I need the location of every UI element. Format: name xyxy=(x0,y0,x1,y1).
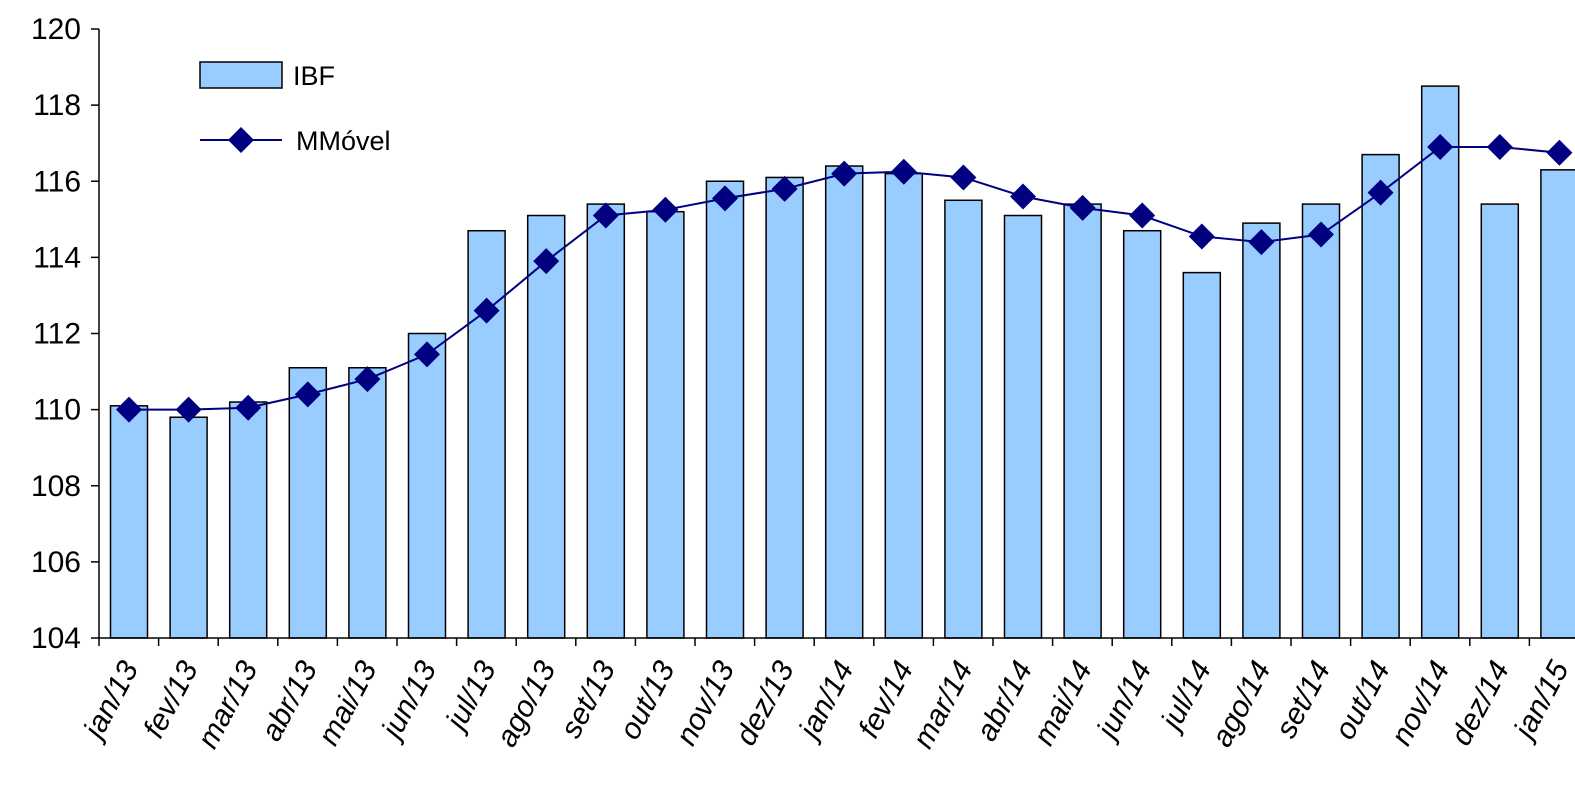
line-point xyxy=(950,164,977,191)
bar xyxy=(526,214,566,639)
y-tick-label: 116 xyxy=(33,165,81,198)
x-tick-label: set/13 xyxy=(554,656,622,744)
line-point xyxy=(235,394,262,421)
x-tick-label: mai/13 xyxy=(312,656,384,751)
y-tick-label: 110 xyxy=(33,394,81,427)
bar-series xyxy=(109,85,1575,639)
line-point xyxy=(175,396,202,423)
x-tick-label: jul/14 xyxy=(1153,656,1218,738)
x-tick-label: mai/14 xyxy=(1027,656,1098,751)
bar xyxy=(1063,203,1102,639)
x-tick-label: set/14 xyxy=(1270,656,1338,744)
y-tick-label: 108 xyxy=(31,470,81,503)
line-point xyxy=(1010,183,1036,210)
y-tick-label: 106 xyxy=(31,546,81,579)
bar xyxy=(1420,85,1460,639)
bar xyxy=(1003,214,1043,639)
legend-label-mmovel: MMóvel xyxy=(296,126,391,156)
bar xyxy=(467,229,506,639)
bar xyxy=(586,203,626,639)
line-point xyxy=(533,248,560,275)
line-point xyxy=(1248,229,1275,256)
x-tick-label: dez/14 xyxy=(1445,656,1516,751)
bar xyxy=(1301,203,1341,639)
legend: IBF MMóvel xyxy=(199,61,391,156)
x-tick-label: jul/13 xyxy=(438,656,503,739)
bar xyxy=(1540,169,1575,639)
x-tick-label: ago/13 xyxy=(490,656,562,753)
bar xyxy=(944,199,983,639)
bar xyxy=(705,180,745,639)
bar xyxy=(228,401,268,639)
line-point xyxy=(294,381,321,408)
y-tick-label: 114 xyxy=(33,241,81,274)
legend-label-ibf: IBF xyxy=(293,61,335,91)
bar xyxy=(1122,229,1162,639)
y-tick-label: 118 xyxy=(33,89,81,122)
y-axis-ticks: 104 106 108 110 112 114 116 118 120 xyxy=(31,13,99,655)
line-point xyxy=(1069,194,1096,221)
x-tick-label: jan/15 xyxy=(1506,656,1575,747)
line-point xyxy=(831,160,858,187)
bar xyxy=(1361,153,1400,639)
line-point xyxy=(890,158,917,185)
line-point xyxy=(116,396,142,423)
line-point xyxy=(1367,179,1394,206)
line-point xyxy=(1188,223,1215,250)
bar xyxy=(646,210,685,639)
y-tick-label: 120 xyxy=(31,13,81,46)
bar xyxy=(348,367,387,639)
legend-marker-mmovel xyxy=(228,127,254,153)
y-tick-label: 112 xyxy=(33,318,81,351)
x-tick-label: jun/13 xyxy=(374,656,444,747)
line-point xyxy=(1129,202,1156,229)
line-point xyxy=(592,202,619,229)
bar xyxy=(1182,271,1222,639)
line-point xyxy=(1308,221,1334,248)
bar xyxy=(1242,222,1281,639)
bar xyxy=(169,416,208,639)
legend-swatch-ibf xyxy=(199,61,283,89)
bar xyxy=(288,367,328,639)
line-point xyxy=(1427,133,1454,160)
line-point xyxy=(414,341,440,368)
x-tick-label: jan/13 xyxy=(76,656,146,747)
line-point xyxy=(712,185,738,212)
bar xyxy=(407,332,447,639)
x-tick-label: jun/14 xyxy=(1089,656,1158,747)
line-point xyxy=(1546,139,1573,166)
x-tick-label: ago/14 xyxy=(1205,656,1277,753)
bar xyxy=(1480,203,1520,639)
bar xyxy=(884,172,924,639)
line-point xyxy=(771,175,798,202)
bar xyxy=(824,165,864,639)
x-axis-ticks: jan/13fev/13mar/13abr/13mai/13jun/13jul/… xyxy=(76,638,1575,754)
line-series xyxy=(116,133,1573,423)
line-point xyxy=(473,297,500,324)
line-point xyxy=(652,196,679,223)
bar xyxy=(765,176,804,639)
x-tick-label: jan/14 xyxy=(791,656,860,747)
x-tick-label: dez/13 xyxy=(729,656,801,751)
y-tick-label: 104 xyxy=(31,622,81,655)
line-point xyxy=(1486,133,1513,160)
bar xyxy=(109,405,149,639)
line-point xyxy=(354,366,381,393)
